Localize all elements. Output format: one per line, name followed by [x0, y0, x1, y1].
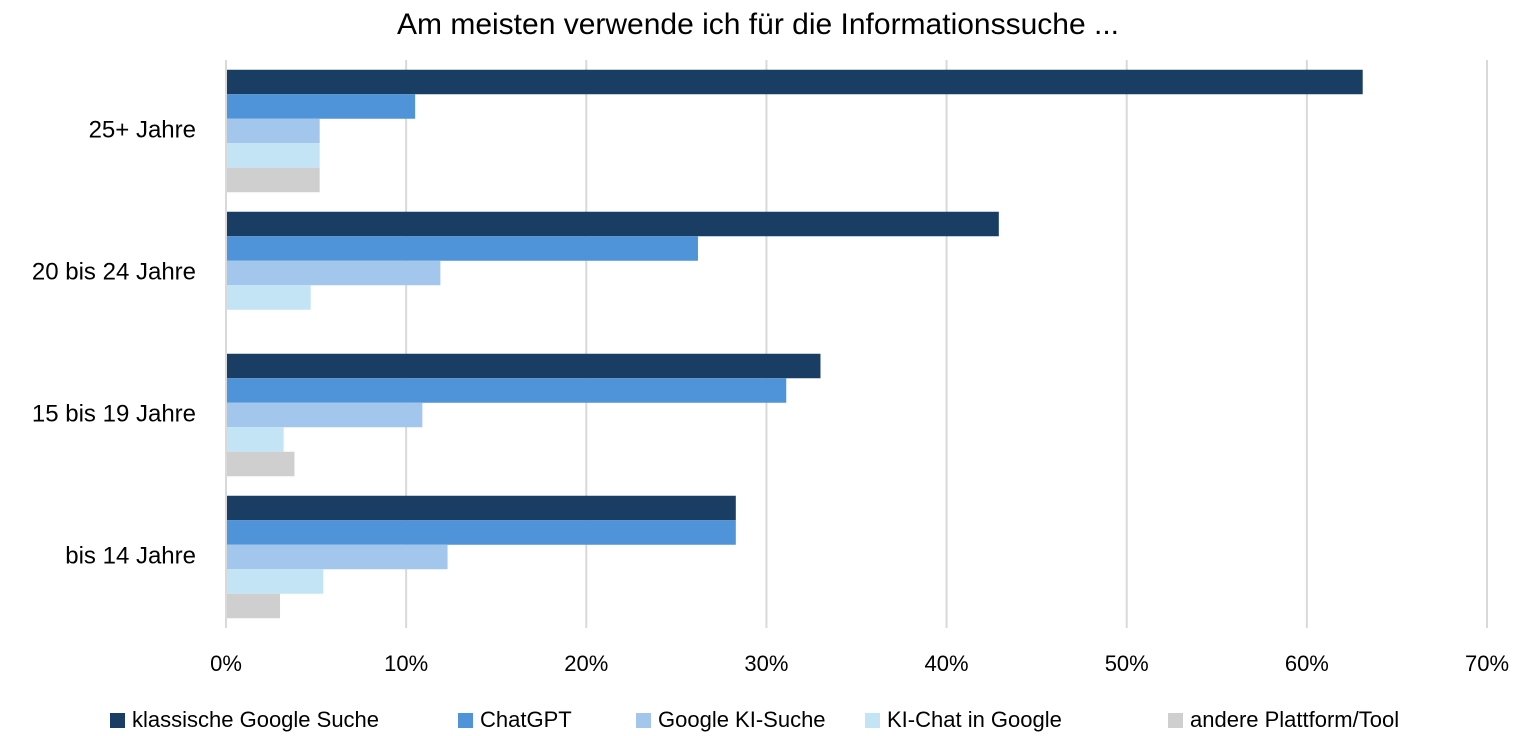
bar — [226, 378, 787, 403]
y-tick-label: bis 14 Jahre — [65, 542, 196, 569]
bar — [226, 353, 821, 379]
bar — [226, 94, 416, 119]
bar — [226, 402, 423, 428]
x-tick-label: 0% — [210, 651, 242, 676]
x-tick-label: 50% — [1105, 651, 1149, 676]
bar — [226, 167, 320, 193]
legend-swatch — [110, 713, 125, 728]
bar — [226, 569, 324, 594]
y-tick-label: 25+ Jahre — [89, 116, 196, 143]
legend-label: ChatGPT — [480, 707, 572, 732]
bar — [226, 520, 736, 545]
bar — [226, 285, 311, 310]
legend-swatch — [458, 713, 473, 728]
y-tick-label: 20 bis 24 Jahre — [32, 258, 196, 285]
legend-swatch — [636, 713, 651, 728]
legend-swatch — [1168, 713, 1183, 728]
x-tick-label: 40% — [925, 651, 969, 676]
bar — [226, 427, 284, 452]
x-tick-label: 60% — [1285, 651, 1329, 676]
bar — [226, 544, 448, 570]
bar — [226, 495, 736, 521]
bar — [226, 118, 320, 144]
x-tick-label: 10% — [384, 651, 428, 676]
legend-label: andere Plattform/Tool — [1190, 707, 1399, 732]
bar — [226, 451, 295, 477]
legend-label: KI-Chat in Google — [887, 707, 1062, 732]
chart-title: Am meisten verwende ich für die Informat… — [397, 8, 1119, 41]
legend-swatch — [865, 713, 880, 728]
bar — [226, 593, 281, 619]
y-tick-label: 15 bis 19 Jahre — [32, 400, 196, 427]
bar — [226, 143, 320, 168]
bar — [226, 69, 1363, 95]
bar — [226, 236, 698, 261]
bar — [226, 260, 441, 286]
x-tick-label: 70% — [1465, 651, 1509, 676]
x-tick-label: 20% — [564, 651, 608, 676]
legend-label: klassische Google Suche — [132, 707, 379, 732]
legend-label: Google KI-Suche — [658, 707, 826, 732]
x-tick-label: 30% — [744, 651, 788, 676]
bar — [226, 211, 999, 237]
